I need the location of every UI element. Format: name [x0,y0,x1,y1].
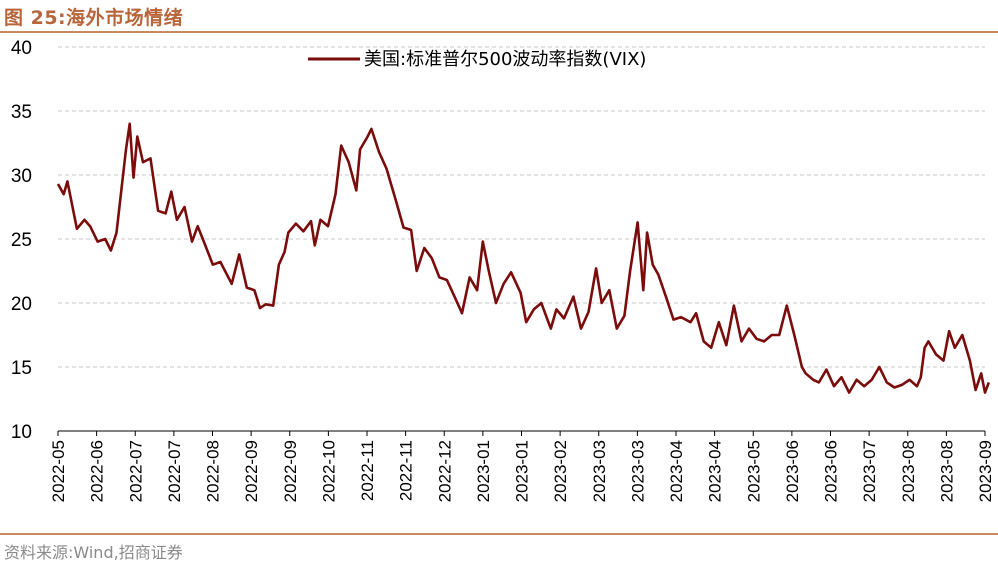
x-tick-label: 2022-06 [88,440,107,502]
x-tick-label: 2023-04 [706,440,725,502]
y-tick-label: 20 [11,294,32,315]
x-tick-label: 2023-03 [590,440,609,502]
legend-label: 美国:标准普尔500波动率指数(VIX) [364,49,646,70]
x-tick-label: 2022-07 [126,440,145,502]
x-tick-label: 2023-06 [822,440,841,502]
x-tick-label: 2022-10 [319,440,338,502]
x-tick-label: 2022-08 [204,440,223,502]
x-tick-label: 2023-01 [474,440,493,502]
x-tick-label: 2023-04 [667,440,686,502]
y-tick-label: 40 [11,38,32,59]
x-tick-label: 2022-11 [358,440,377,501]
x-tick-label: 2022-09 [281,440,300,502]
x-tick-label: 2023-06 [783,440,802,502]
bottom-divider [0,533,998,535]
x-tick-label: 2023-05 [744,440,763,502]
y-tick-label: 30 [11,166,32,187]
x-tick-label: 2023-01 [513,440,532,502]
x-tick-label: 2022-12 [435,440,454,502]
top-divider [0,31,998,33]
x-tick-label: 2023-03 [628,440,647,502]
vix-series-line [56,122,991,394]
x-tick-label: 2023-02 [551,440,570,502]
chart-legend: 美国:标准普尔500波动率指数(VIX) [308,49,646,70]
source-note: 资料来源:Wind,招商证券 [4,543,183,562]
x-tick-label: 2023-07 [860,440,879,502]
x-tick-label: 2022-05 [49,440,68,502]
x-tick-label: 2022-07 [165,440,184,502]
x-tick-label: 2023-08 [899,440,918,502]
x-tick-label: 2022-09 [242,440,261,502]
y-tick-label: 35 [11,102,32,123]
y-tick-label: 15 [11,358,32,379]
y-tick-label: 25 [11,230,32,251]
x-tick-label: 2023-08 [937,440,956,502]
y-tick-label: 10 [11,422,32,443]
x-tick-label: 2022-11 [397,440,416,501]
x-tick-label: 2023-09 [976,440,995,502]
figure-title: 图 25:海外市场情绪 [4,7,184,29]
